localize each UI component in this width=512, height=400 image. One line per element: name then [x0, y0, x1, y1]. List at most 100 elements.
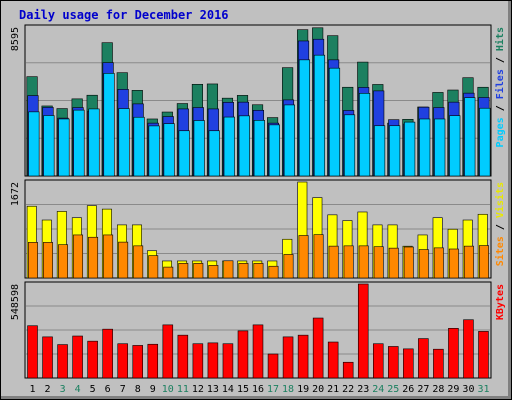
legend-middle-part-2: Visits [494, 182, 506, 218]
bar-kbytes-day-26 [403, 348, 414, 379]
bar-pages-day-10 [163, 123, 175, 177]
bar-pages-day-21 [328, 67, 341, 177]
bar-pages-day-9 [148, 125, 160, 177]
bar-kbytes-day-6 [102, 328, 113, 379]
bar-pages-day-14 [223, 116, 235, 177]
bar-sites-day-22 [343, 245, 354, 279]
day-label-13: 13 [207, 384, 219, 395]
day-label-11: 11 [177, 384, 189, 395]
bar-sites-day-7 [118, 241, 129, 279]
bar-sites-day-3 [58, 244, 68, 279]
day-label-12: 12 [192, 384, 204, 395]
bar-kbytes-day-22 [342, 361, 354, 379]
bar-kbytes-day-29 [448, 328, 459, 379]
bar-kbytes-day-25 [388, 346, 399, 379]
bar-sites-day-31 [478, 245, 489, 279]
legend-middle-part-1: / [495, 218, 506, 236]
bar-kbytes-day-30 [463, 319, 474, 379]
day-label-5: 5 [90, 384, 96, 395]
bar-pages-day-2 [43, 115, 55, 177]
day-label-19: 19 [297, 384, 309, 395]
bar-kbytes-day-5 [87, 340, 98, 379]
day-label-22: 22 [342, 384, 354, 395]
bar-pages-day-26 [404, 121, 416, 177]
bar-sites-day-26 [403, 246, 414, 279]
bar-pages-day-6 [103, 73, 115, 177]
bar-sites-day-27 [418, 249, 429, 279]
bar-kbytes-day-16 [252, 324, 264, 379]
bar-kbytes-day-8 [132, 345, 143, 379]
bar-sites-day-25 [388, 247, 399, 279]
bar-pages-day-20 [313, 54, 326, 177]
legend-bottom-part-0: KBytes [495, 284, 506, 320]
day-label-16: 16 [252, 384, 264, 395]
bar-kbytes-day-20 [312, 317, 324, 379]
bar-kbytes-day-27 [418, 338, 429, 379]
bar-pages-day-4 [73, 109, 85, 177]
bar-kbytes-day-14 [222, 343, 234, 379]
day-label-30: 30 [462, 384, 474, 395]
bar-sites-day-10 [163, 266, 174, 279]
day-label-29: 29 [447, 384, 459, 395]
bar-kbytes-day-19 [297, 334, 309, 379]
max-label-bottom: 548598 [10, 284, 21, 320]
chart-frame-inner-right [508, 1, 511, 399]
bar-pages-day-5 [88, 108, 100, 177]
max-label-middle: 1672 [10, 182, 21, 206]
bar-pages-day-29 [449, 115, 461, 177]
day-label-21: 21 [327, 384, 339, 395]
day-label-6: 6 [105, 384, 111, 395]
bar-pages-day-7 [118, 108, 130, 177]
bar-pages-day-23 [359, 93, 371, 177]
legend-top-part-2: Files [494, 69, 506, 99]
bar-pages-day-30 [464, 97, 476, 177]
bar-pages-day-13 [208, 130, 220, 177]
bar-sites-day-15 [238, 263, 249, 279]
bar-pages-day-31 [479, 107, 491, 177]
bar-sites-day-13 [208, 265, 219, 279]
day-label-31: 31 [477, 384, 489, 395]
bar-pages-day-19 [298, 59, 311, 177]
bar-pages-day-24 [374, 125, 386, 177]
bar-kbytes-day-13 [207, 342, 219, 379]
day-label-3: 3 [60, 384, 66, 395]
day-label-24: 24 [372, 384, 384, 395]
bar-sites-day-8 [133, 245, 144, 279]
bar-kbytes-day-7 [117, 343, 128, 379]
legend-bottom: KBytes [495, 284, 506, 320]
bar-sites-day-4 [73, 234, 84, 279]
day-label-15: 15 [237, 384, 249, 395]
bar-sites-day-29 [448, 248, 459, 279]
bar-pages-day-8 [133, 116, 145, 177]
bar-sites-day-17 [268, 265, 279, 279]
bar-sites-day-20 [313, 234, 324, 279]
bar-kbytes-day-10 [162, 324, 174, 379]
max-label-top: 8595 [10, 27, 21, 51]
bar-pages-day-1 [28, 111, 40, 177]
day-label-18: 18 [282, 384, 294, 395]
bar-sites-day-21 [328, 245, 339, 279]
day-label-17: 17 [267, 384, 279, 395]
legend-top-part-0: Pages [495, 117, 506, 147]
bar-kbytes-day-12 [192, 343, 204, 379]
bar-pages-day-22 [343, 114, 356, 177]
day-label-28: 28 [432, 384, 444, 395]
bar-pages-day-18 [283, 104, 295, 177]
chart-frame-inner-bottom [1, 396, 511, 399]
bar-sites-day-2 [43, 242, 53, 279]
bar-sites-day-23 [358, 245, 369, 279]
bar-kbytes-day-18 [282, 336, 294, 379]
bar-kbytes-day-3 [57, 344, 68, 379]
bar-sites-day-5 [88, 236, 99, 279]
day-label-7: 7 [120, 384, 126, 395]
bar-pages-day-12 [193, 120, 205, 177]
bar-pages-day-11 [178, 130, 190, 177]
bar-pages-day-16 [253, 120, 265, 177]
day-label-4: 4 [75, 384, 81, 395]
day-label-27: 27 [417, 384, 429, 395]
day-label-10: 10 [162, 384, 174, 395]
bar-kbytes-day-31 [478, 331, 489, 379]
bar-sites-day-16 [253, 263, 264, 279]
